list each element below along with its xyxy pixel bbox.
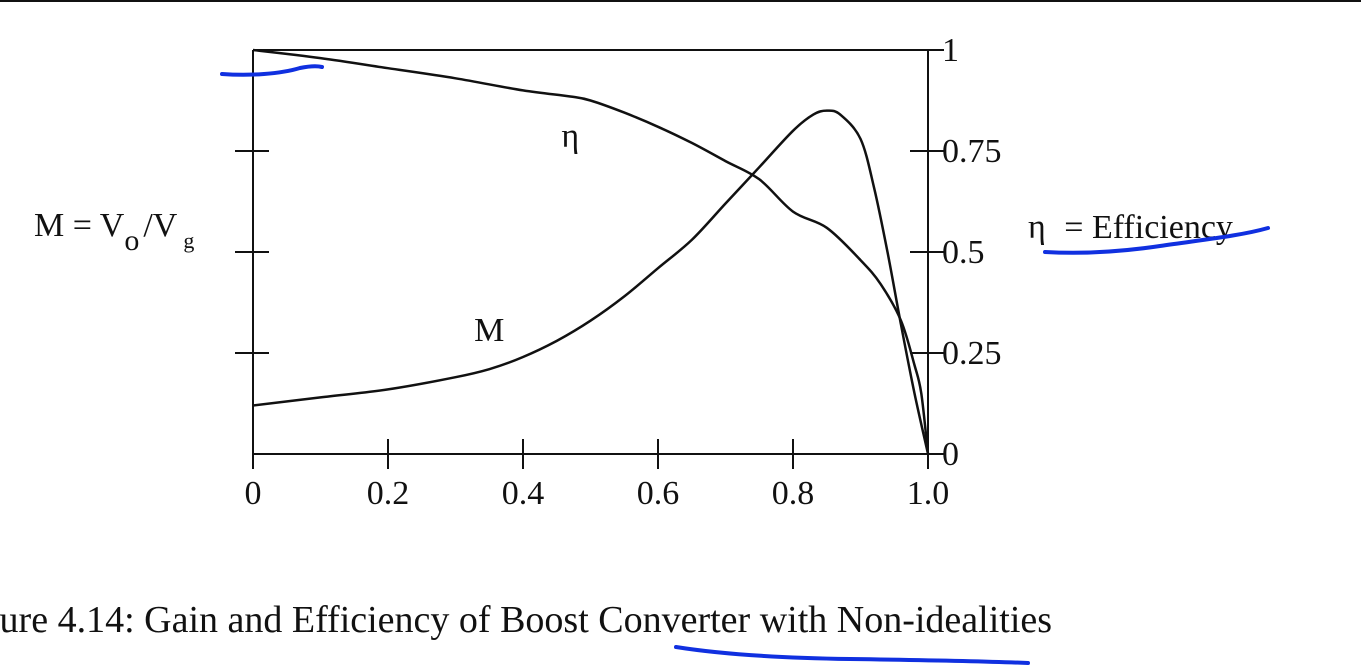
- x-tick-label: 0.6: [637, 475, 680, 512]
- right-tick-label: 0.5: [942, 234, 985, 271]
- labels: M = Vo/V g η = Efficiency: [34, 207, 1233, 257]
- series-line-gain: [252, 109, 930, 455]
- right-tick-label: 0: [942, 436, 959, 473]
- handwritten-marks: [220, 64, 1270, 255]
- pen-stroke-top-left: [220, 64, 324, 77]
- x-tick-label: 0.2: [367, 475, 410, 512]
- x-tick-label: 1.0: [907, 475, 950, 512]
- x-tick-label: 0.8: [772, 475, 815, 512]
- annotation-eta: η: [561, 118, 579, 155]
- right-tick-label: 1: [942, 32, 959, 69]
- series: ηM: [252, 48, 930, 455]
- right-tick-label: 0.75: [942, 133, 1002, 170]
- x-tick-label: 0: [245, 475, 262, 512]
- x-tick-label: 0.4: [502, 475, 545, 512]
- annotation-m: M: [474, 312, 504, 349]
- pen-stroke-efficiency: [1043, 226, 1270, 255]
- figure-caption: igure 4.14: Gain and Efficiency of Boost…: [0, 599, 1053, 641]
- right-tick-label: 0.25: [942, 335, 1002, 372]
- ticks: 0 0.2 0.4 0.6 0.8 1.000.250.50.751: [235, 32, 1002, 512]
- ylabel-left: M = Vo/V g: [34, 207, 194, 257]
- top-border: [0, 0, 1361, 2]
- boost-converter-chart: 0 0.2 0.4 0.6 0.8 1.000.250.50.751 ηM M = Vo /…: [34, 32, 1270, 512]
- pen-stroke-caption-underline: [674, 645, 1030, 665]
